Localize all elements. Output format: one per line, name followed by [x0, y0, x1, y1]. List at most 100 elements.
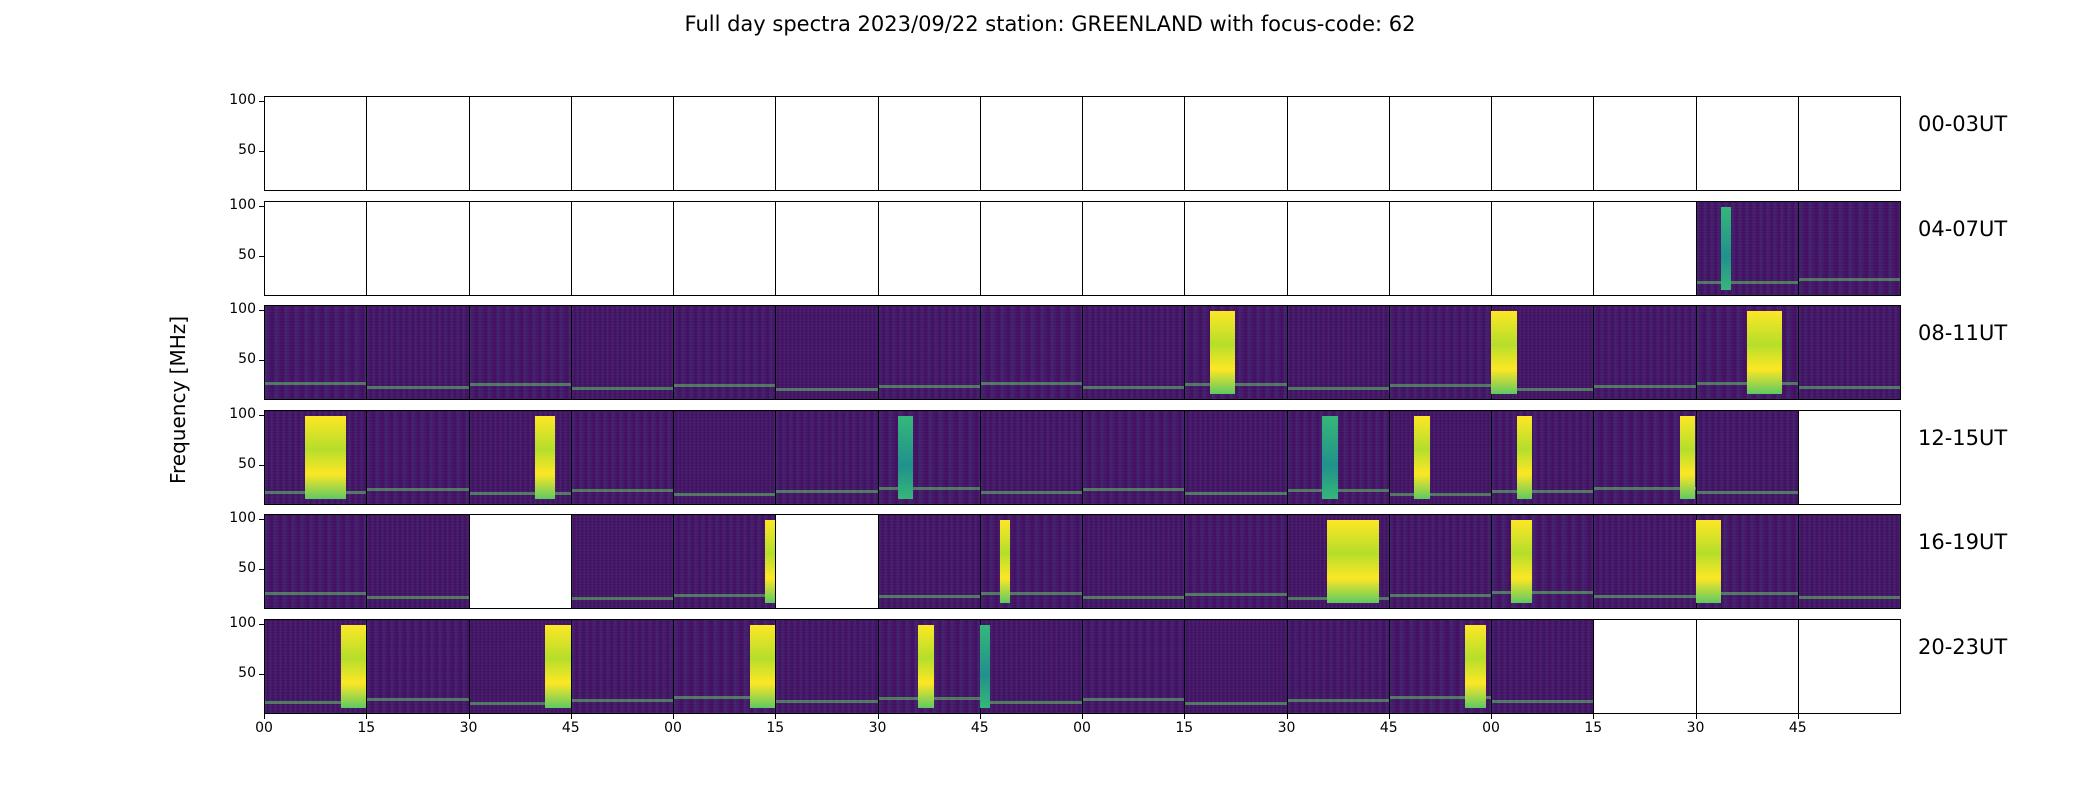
x-tick-label: 30	[868, 719, 887, 736]
spectrum-panel	[979, 96, 1083, 191]
radio-burst	[1000, 520, 1011, 603]
spectrum-panel	[570, 96, 674, 191]
spectrum-fill	[571, 410, 673, 504]
spectrum-fill	[571, 306, 673, 399]
low-frequency-noise	[980, 592, 1082, 595]
low-frequency-noise	[571, 488, 673, 492]
spectrum-fill	[674, 515, 776, 608]
x-tick-label: 30	[1686, 719, 1705, 736]
spectrum-fill	[1696, 201, 1798, 295]
radio-burst	[1516, 415, 1532, 499]
spectrum-fill	[1083, 619, 1185, 713]
row-time-label: 12-15UT	[1918, 425, 2008, 450]
spectrum-panel	[877, 200, 981, 296]
spectrum-panel	[775, 305, 879, 400]
y-tick-mark	[259, 205, 264, 207]
spectrum-panel	[366, 305, 470, 400]
low-frequency-noise	[878, 486, 980, 490]
spectrum-panel	[1593, 618, 1697, 714]
low-frequency-noise	[1185, 383, 1287, 386]
spectrum-panel	[1797, 96, 1901, 191]
radio-burst	[1721, 206, 1732, 290]
radio-burst	[1680, 415, 1696, 499]
y-tick-mark	[259, 101, 264, 102]
x-tick-mark	[673, 713, 674, 719]
low-frequency-noise	[1389, 594, 1491, 597]
low-frequency-noise	[1287, 387, 1389, 390]
x-tick-label: 00	[1073, 719, 1091, 736]
y-tick-mark	[259, 623, 264, 625]
spectrum-panel	[570, 409, 674, 505]
spectrum-panel	[1388, 200, 1492, 296]
spectrum-panel	[1491, 514, 1595, 609]
low-frequency-noise	[1185, 701, 1287, 705]
y-tick-mark	[259, 464, 264, 466]
radio-burst	[897, 415, 914, 499]
row-time-label: 20-23UT	[1918, 634, 2008, 659]
spectrum-panel	[468, 514, 572, 609]
low-frequency-noise	[571, 387, 673, 390]
spectrum-panel	[1695, 618, 1799, 714]
x-tick-label: 45	[561, 719, 580, 736]
x-tick-label: 30	[1277, 719, 1296, 736]
y-tick-label: 100	[229, 92, 256, 108]
spectrum-panel	[1184, 305, 1288, 400]
low-frequency-noise	[674, 594, 776, 597]
low-frequency-noise	[878, 385, 980, 388]
spectrum-fill	[980, 306, 1082, 399]
x-tick-mark	[264, 713, 265, 719]
spectrum-panel	[264, 200, 368, 296]
radio-burst	[534, 415, 556, 499]
radio-burst	[918, 624, 934, 708]
x-tick-label: 45	[1379, 719, 1398, 736]
x-tick-mark	[775, 713, 777, 719]
spectrum-fill	[674, 306, 776, 399]
low-frequency-noise	[1287, 698, 1389, 702]
spectrum-fill	[1389, 515, 1491, 608]
low-frequency-noise	[1594, 595, 1696, 598]
low-frequency-noise	[367, 596, 469, 599]
spectrum-panel	[1593, 96, 1697, 191]
low-frequency-noise	[674, 695, 776, 699]
spectrum-panel	[673, 96, 777, 191]
spectrum-fill	[1185, 515, 1287, 608]
spectrum-fill	[878, 515, 980, 608]
low-frequency-noise	[1083, 386, 1185, 389]
x-tick-mark	[366, 713, 368, 719]
spectrum-panel	[1082, 409, 1186, 505]
y-axis-label: Frequency [MHz]	[166, 315, 190, 485]
spectrum-panel	[1593, 305, 1697, 400]
spectrum-panel	[1286, 96, 1390, 191]
radio-burst	[1322, 415, 1338, 499]
radio-burst	[340, 624, 367, 708]
spectrum-panel	[570, 514, 674, 609]
chart-title: Full day spectra 2023/09/22 station: GRE…	[684, 12, 1416, 36]
x-tick-mark	[1184, 713, 1186, 719]
x-tick-mark	[1286, 713, 1288, 719]
low-frequency-noise	[469, 383, 571, 386]
spectrum-panel	[1695, 409, 1799, 505]
spectrum-panel	[1593, 409, 1697, 505]
spectrum-fill	[1594, 306, 1696, 399]
spectrum-panel	[1388, 409, 1492, 505]
low-frequency-noise	[980, 490, 1082, 494]
x-tick-label: 00	[255, 719, 273, 736]
spectrum-panel	[1797, 305, 1901, 400]
low-frequency-noise	[1798, 277, 1900, 281]
x-tick-label: 30	[459, 719, 478, 736]
x-tick-label: 15	[357, 719, 376, 736]
low-frequency-noise	[674, 492, 776, 496]
spectrum-fill	[367, 515, 469, 608]
y-tick-mark	[259, 255, 264, 257]
spectrum-panel	[979, 409, 1083, 505]
low-frequency-noise	[1798, 596, 1900, 599]
radio-burst	[1465, 624, 1486, 708]
low-frequency-noise	[367, 386, 469, 389]
spectrum-panel	[468, 200, 572, 296]
radio-burst	[749, 624, 776, 708]
low-frequency-noise	[776, 699, 878, 703]
low-frequency-noise	[1083, 596, 1185, 599]
low-frequency-noise	[469, 491, 571, 495]
spectrum-panel	[1695, 96, 1799, 191]
